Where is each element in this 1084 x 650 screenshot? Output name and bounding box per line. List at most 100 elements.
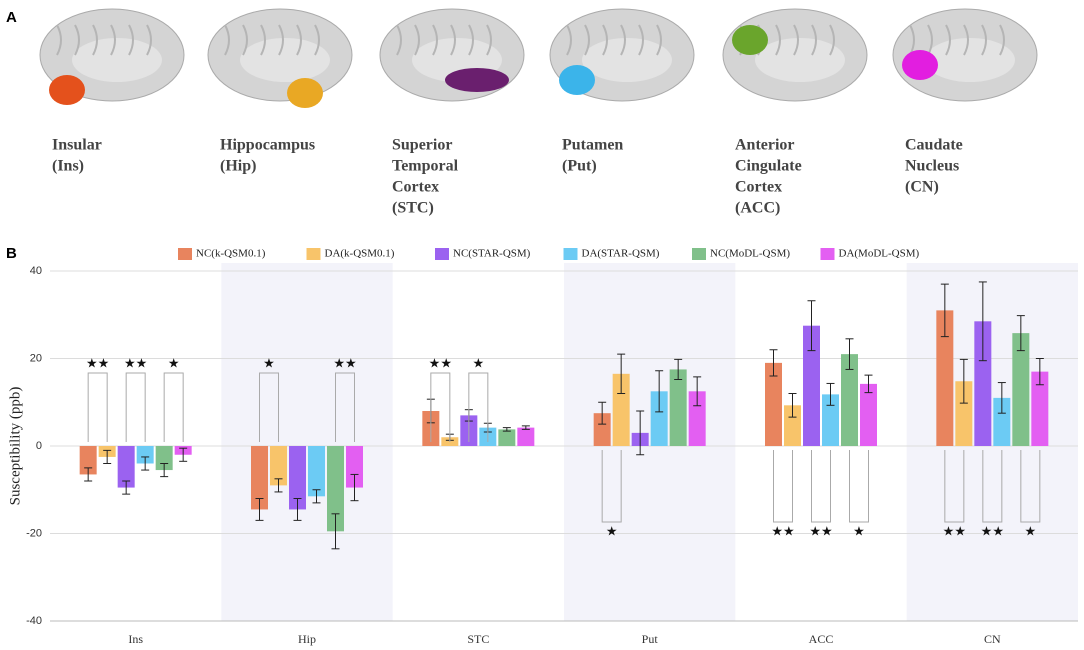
brain-fold [584,24,590,56]
bar [974,321,992,446]
bar [669,369,687,446]
significance-label: ★ [606,525,618,540]
region-label: Cortex [392,179,439,196]
error-bar [293,498,302,521]
brain-fold [224,24,230,56]
error-bar [617,353,626,394]
significance-bracket [982,450,1003,523]
error-bar [845,338,854,370]
y-tick-label: 20 [30,352,42,364]
y-tick-label: 0 [36,440,42,452]
region-label: Superior [392,137,452,154]
error-bar [788,393,797,418]
legend-label: DA(MoDL-QSM) [839,248,920,260]
brain-fold [314,24,320,56]
bar [993,397,1011,446]
significance-label: ★ [168,357,180,372]
bar [517,427,535,446]
x-tick-label: Ins [128,632,143,646]
bar [822,394,839,446]
bar [1012,333,1030,446]
brain-fold [92,24,98,56]
region-label: Nucleus [905,158,959,175]
legend-swatch [692,248,706,260]
significance-bracket [259,372,279,442]
brain-fold [242,24,248,56]
region-blob [287,78,323,108]
region-blob [902,50,938,80]
brain-fold [110,24,116,56]
brain-fold [963,24,969,56]
region-label: (ACC) [735,200,780,217]
bar [117,446,135,488]
error-bar [274,478,283,493]
brain-fold [566,24,572,56]
region-label: Cingulate [735,158,802,175]
brain-fold [146,24,152,56]
region-label: Temporal [392,158,459,175]
significance-bracket [1020,450,1041,523]
significance-bracket [87,372,108,442]
error-bar [103,449,112,464]
brain-illustration [39,8,185,105]
bar [955,381,973,446]
significance-bracket [601,450,622,523]
error-bar [959,358,968,404]
legend-swatch [563,248,578,260]
brain-fold [56,24,62,56]
bar [688,391,706,446]
region-label: (Put) [562,158,597,175]
brain-fold [793,24,799,56]
error-bar [940,283,949,338]
y-tick-label: 40 [30,265,42,277]
x-tick-label: Put [642,632,659,646]
brain-fold [128,24,134,56]
brain-inner [240,38,330,82]
significance-label: ★ [853,525,865,540]
brain-fold [999,24,1005,56]
bar [155,446,173,471]
error-bar [997,382,1006,414]
brain-fold [432,24,438,56]
x-tick-label: CN [984,632,1001,646]
region-blob [732,25,768,55]
region-label: (Hip) [220,158,256,175]
brain-fold [414,24,420,56]
legend-label: NC(MoDL-QSM) [710,248,790,260]
bar [346,446,363,488]
significance-label: ★★ [809,525,832,540]
significance-bracket [125,372,146,442]
brain-illustration [892,8,1038,102]
y-tick-label: -40 [26,615,42,627]
region-label: Insular [52,137,102,154]
brain-fold [775,24,781,56]
brain-fold [638,24,644,56]
region-label: Anterior [735,137,795,154]
error-bar [141,456,150,471]
bar [936,310,954,446]
bar [1031,371,1049,446]
brain-illustration [722,8,868,102]
significance-bracket [773,450,793,523]
brain-fold [296,24,302,56]
legend-swatch [306,248,321,260]
legend-swatch [178,248,192,260]
error-bar [807,300,816,352]
bar [650,391,668,446]
bar [327,446,344,532]
region-label: Putamen [562,137,623,154]
significance-label: ★★ [981,525,1004,540]
brain-fold [602,24,608,56]
bar [803,325,820,446]
brain-illustration [207,8,353,108]
bar [765,362,782,446]
bar [784,405,801,446]
significance-label: ★★ [124,357,147,372]
bar [593,413,611,446]
error-bar [521,425,530,430]
region-blob [559,65,595,95]
region-label: (CN) [905,179,939,196]
legend-label: NC(STAR-QSM) [453,248,531,260]
region-label: (STC) [392,200,434,217]
